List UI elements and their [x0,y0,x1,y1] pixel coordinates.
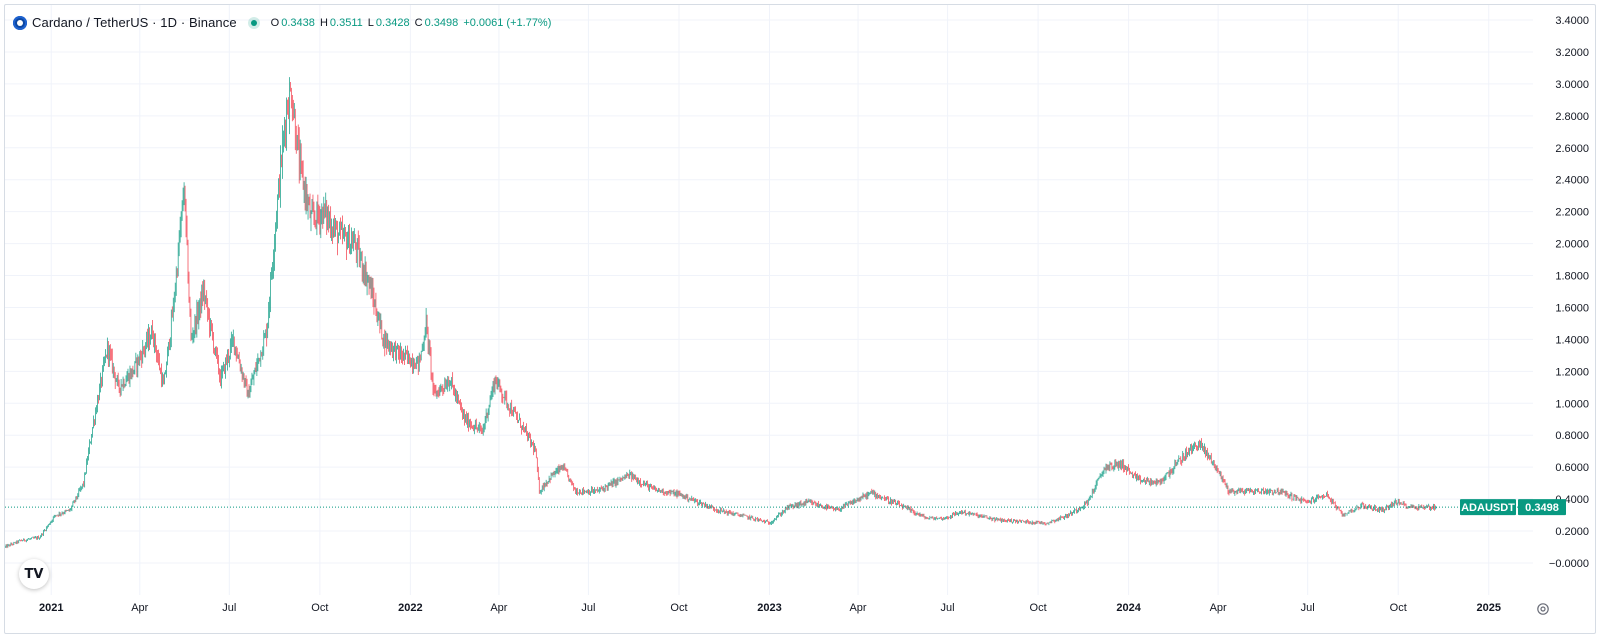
tradingview-logo-icon[interactable]: TV [19,559,49,589]
x-tick-label: Jul [941,602,955,614]
x-tick-label: Apr [490,602,507,614]
symbol-title[interactable]: Cardano / TetherUS · 1D · Binance [32,15,237,30]
logo-text: TV [24,566,44,582]
close-label: C [414,16,423,29]
x-tick-label: Oct [311,602,328,614]
x-tick-label: Apr [1210,602,1227,614]
y-tick-label: 2.6000 [1555,143,1589,155]
y-tick-label: 0.6000 [1555,462,1589,474]
y-tick-label: 1.8000 [1555,271,1589,283]
open-label: O [270,16,280,29]
candlestick-chart[interactable]: 3.4000 3.2000 3.0000 2.8000 2.6000 2.4000 2.20… [5,5,1596,634]
chart-panel[interactable]: 3.4000 3.2000 3.0000 2.8000 2.6000 2.4000 2.20… [4,4,1596,634]
x-tick-label: 2022 [398,602,422,614]
x-tick-label: Apr [849,602,866,614]
y-tick-label: 3.4000 [1555,15,1589,27]
candles [5,77,1437,549]
symbol-tag [1460,499,1516,516]
y-tick-label: 1.6000 [1555,302,1589,314]
market-status-dot-icon[interactable] [250,19,257,26]
x-tick-label: Jul [222,602,236,614]
last-price-tag [1518,499,1566,516]
y-tick-label: 0.8000 [1555,430,1589,442]
x-tick-label: Oct [1390,602,1407,614]
symbol-legend: Cardano / TetherUS · 1D · Binance O 0.343… [13,15,553,30]
y-tick-label: 1.0000 [1555,398,1589,410]
y-tick-label: 3.0000 [1555,79,1589,91]
y-tick-label: 0.2000 [1555,526,1589,538]
x-tick-label: Jul [581,602,595,614]
settings-gear-icon[interactable] [1536,602,1550,616]
y-tick-label: 2.2000 [1555,207,1589,219]
high-value: 0.3511 [329,16,363,29]
y-tick-label: 1.2000 [1555,366,1589,378]
x-tick-label: 2024 [1116,602,1141,614]
x-tick-label: 2025 [1476,602,1500,614]
y-tick-label: 2.4000 [1555,175,1589,187]
y-tick-label: 2.0000 [1555,239,1589,251]
time-axis: 2021 Apr Jul Oct 2022 Apr Jul Oct 2023 Apr Jul Oct 2… [39,602,1501,614]
cardano-logo-icon [13,15,27,30]
open-value: 0.3438 [281,16,315,29]
y-tick-label: 3.2000 [1555,47,1589,59]
y-tick-label: 1.4000 [1555,334,1589,346]
y-tick-label: 2.8000 [1555,111,1589,123]
grid-lines [5,5,1533,595]
low-value: 0.3428 [375,16,410,29]
symbol-tag-label: ADAUSDT [1461,502,1515,514]
high-label: H [319,16,328,29]
x-tick-label: 2021 [39,602,63,614]
y-tick-label: −0.0000 [1549,558,1589,570]
x-tick-label: Oct [670,602,687,614]
price-axis: 3.4000 3.2000 3.0000 2.8000 2.6000 2.4000 2.20… [1549,15,1589,570]
close-value: 0.3498 [424,16,459,29]
ohlc-values: O 0.3438 H 0.3511 L 0.3428 C 0.3498 +0.0061 … [271,17,554,29]
x-tick-label: Jul [1301,602,1315,614]
last-price-tag-label: 0.3498 [1525,502,1559,514]
x-tick-label: Oct [1030,602,1047,614]
low-label: L [367,16,374,29]
x-tick-label: Apr [131,602,148,614]
change-value: +0.0061 (+1.77%) [463,16,552,29]
x-tick-label: 2023 [757,602,781,614]
price-tags: ADAUSDT 0.3498 [1460,499,1566,516]
